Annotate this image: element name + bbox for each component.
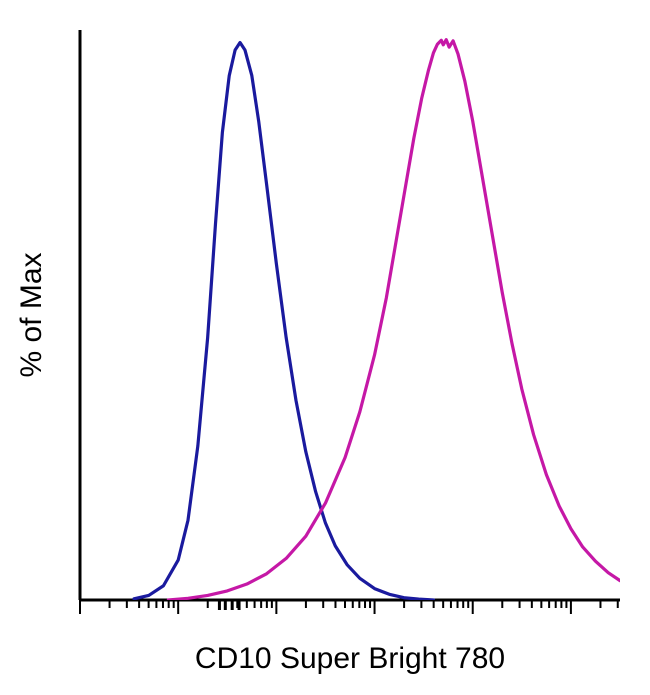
series-stained [168,40,620,600]
chart-svg [0,0,650,695]
series-control [134,43,433,600]
y-axis-label: % of Max [15,252,49,377]
x-axis-label: CD10 Super Bright 780 [195,642,505,676]
histogram-chart: % of Max CD10 Super Bright 780 [0,0,650,695]
